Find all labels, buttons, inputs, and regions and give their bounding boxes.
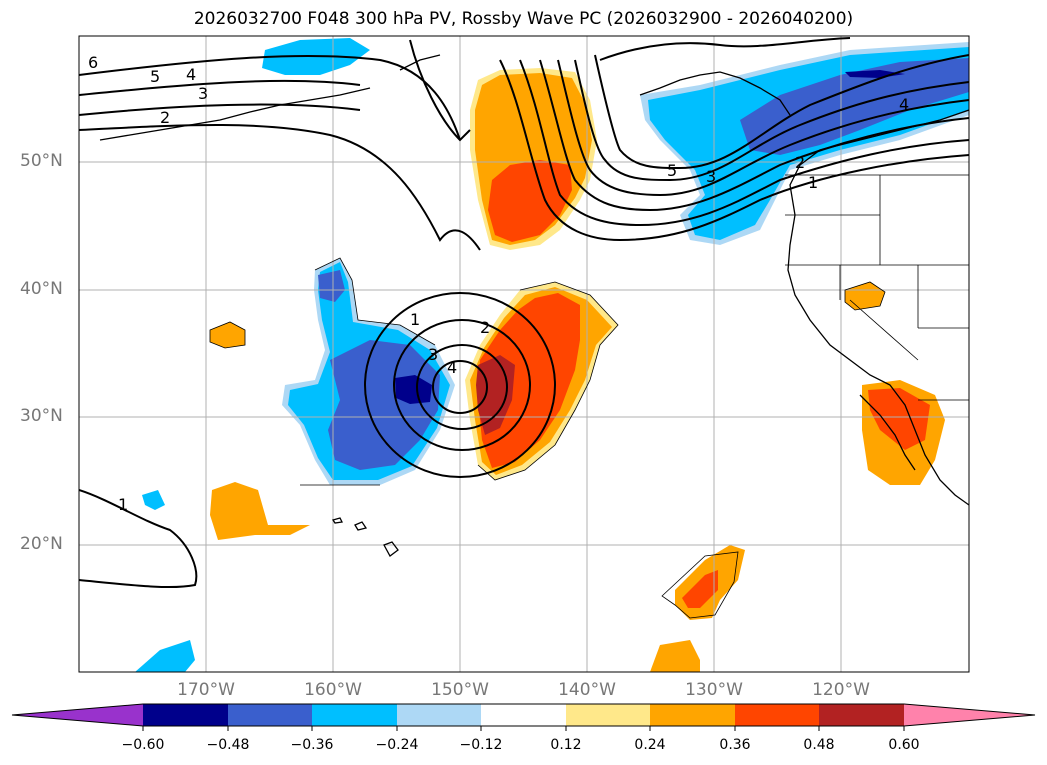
contour-label: 5 [667, 161, 677, 180]
contour-label: 2 [160, 108, 170, 127]
colorbar-tick-label: 0.60 [888, 737, 920, 753]
figure-title: 2026032700 F048 300 hPa PV, Rossby Wave … [193, 9, 854, 29]
colorbar-segment [735, 704, 819, 726]
colorbar-tick-label: 0.36 [719, 737, 751, 753]
negative-anomaly-small-west [142, 490, 165, 510]
contour-label-group: 1 2 3 4 1 2 3 4 5 6 1 2 3 4 5 [88, 53, 909, 514]
lat-label-30n: 30°N [20, 406, 63, 426]
lon-label-160w: 160°W [304, 680, 362, 700]
positive-anomaly-north [470, 68, 597, 250]
lat-label-20n: 20°N [20, 534, 63, 554]
lon-label-170w: 170°W [177, 680, 235, 700]
colorbar-segment [650, 704, 735, 726]
colorbar-segment [566, 704, 650, 726]
lon-label-120w: 120°W [812, 680, 870, 700]
pv-contours [79, 37, 969, 589]
lon-label-140w: 140°W [558, 680, 616, 700]
colorbar-extend-min [12, 704, 143, 726]
positive-anomaly-southwest [210, 482, 310, 540]
colorbar [11, 703, 1036, 731]
colorbar-tick-label: −0.24 [375, 737, 419, 753]
colorbar-segment [397, 704, 481, 726]
contour-label: 2 [795, 153, 805, 172]
lon-label-130w: 130°W [685, 680, 743, 700]
colorbar-segment [143, 704, 228, 726]
contour-label: 6 [88, 53, 98, 72]
contour-label: 4 [899, 95, 909, 114]
contour-label: 4 [186, 65, 196, 84]
colorbar-tick-label: −0.12 [459, 737, 503, 753]
graticule [79, 36, 969, 672]
contour-label: 4 [447, 358, 457, 377]
colorbar-segment [312, 704, 397, 726]
state-borders [785, 174, 969, 401]
colorbar-tick-label: −0.36 [290, 737, 334, 753]
contour-label: 2 [480, 318, 490, 337]
colorbar-tick-label: 0.12 [550, 737, 582, 753]
contour-label: 3 [706, 167, 716, 186]
map-frame [78, 35, 970, 673]
anomaly-outlines [209, 257, 886, 619]
lon-label-150w: 150°W [431, 680, 489, 700]
colorbar-extend-max [904, 704, 1035, 726]
positive-anomaly-baja [862, 380, 945, 485]
positive-anomaly-subtropical [675, 545, 745, 620]
contour-label: 1 [410, 310, 420, 329]
colorbar-tick-label: −0.60 [121, 737, 165, 753]
colorbar-tick-label: 0.24 [634, 737, 666, 753]
colorbar-segment [819, 704, 904, 726]
negative-anomaly-bottom-left [135, 640, 195, 672]
colorbar-segment [481, 704, 566, 726]
colorbar-tick-label: −0.48 [206, 737, 250, 753]
positive-anomaly-bottom [650, 640, 700, 672]
lat-label-40n: 40°N [20, 279, 63, 299]
contour-label: 3 [198, 84, 208, 103]
contour-label: 1 [118, 495, 128, 514]
colorbar-segment [228, 704, 312, 726]
lat-label-50n: 50°N [20, 151, 63, 171]
positive-anomaly-nevada [845, 282, 885, 310]
contour-label: 5 [150, 67, 160, 86]
contour-label: 3 [428, 345, 438, 364]
contour-label: 1 [808, 173, 818, 192]
colorbar-tick-label: 0.48 [803, 737, 835, 753]
positive-anomaly-small-west [210, 322, 245, 348]
